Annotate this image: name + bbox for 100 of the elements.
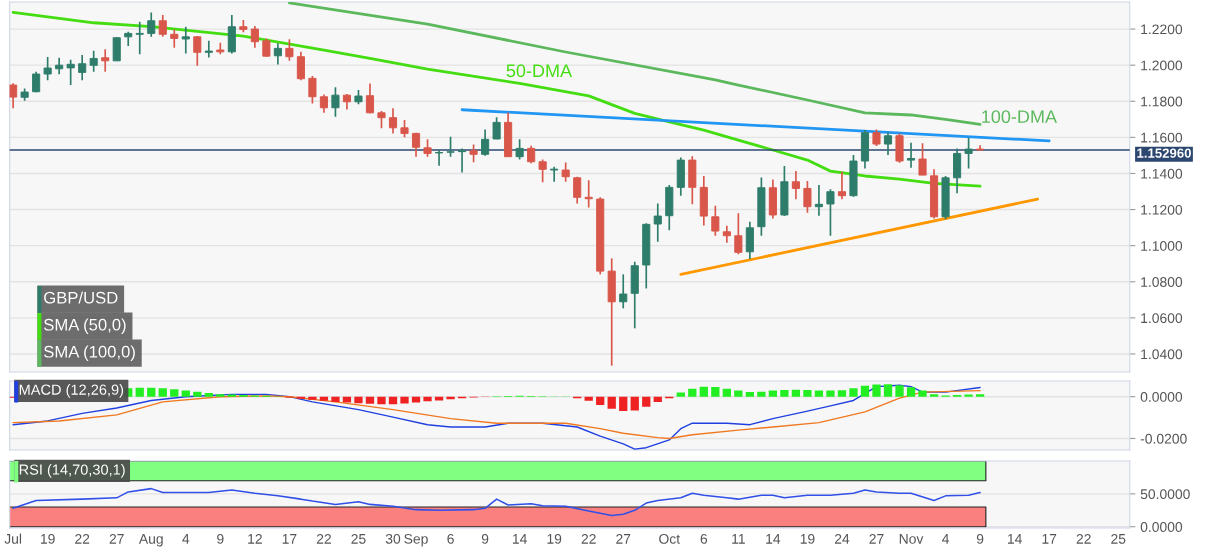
- y-tick-label: 1.2200: [1141, 24, 1183, 35]
- y-tick-label: 1.1600: [1141, 132, 1183, 143]
- x-tick-label: 25: [351, 533, 366, 544]
- x-tick-label: 14: [512, 534, 527, 544]
- candlestick: [365, 82, 375, 115]
- bar: [423, 396, 432, 402]
- chart-title: RSI (14,70,30,1): [19, 464, 125, 478]
- bar: [688, 388, 697, 397]
- candlestick: [883, 131, 893, 156]
- x-tick-label: 9: [976, 533, 984, 544]
- candlestick: [262, 37, 271, 58]
- x-tick-label: Jul: [4, 533, 22, 544]
- bar: [619, 396, 628, 411]
- bar: [630, 396, 639, 411]
- x-tick-label: 30: [385, 533, 401, 544]
- legend-label: SMA (100,0): [44, 345, 135, 361]
- candlestick: [481, 128, 490, 157]
- y-tick-label: 50.0000: [1140, 489, 1190, 500]
- bar: [757, 391, 766, 397]
- candlestick: [803, 180, 812, 214]
- bar: [170, 389, 179, 397]
- x-tick-label: 19: [40, 533, 55, 544]
- x-tick-label: 12: [248, 533, 262, 544]
- candlestick: [584, 179, 593, 209]
- ref-line-label: 1.152960: [1137, 148, 1191, 158]
- legend-label: GBP/USD: [44, 291, 118, 304]
- bar: [308, 396, 317, 400]
- bar: [342, 396, 352, 403]
- candlestick: [550, 165, 559, 183]
- bar: [780, 390, 789, 397]
- bar: [227, 394, 236, 397]
- line-series: [12, 384, 981, 450]
- candlestick: [43, 56, 52, 81]
- x-tick-label: 25: [1111, 533, 1126, 544]
- bar: [147, 387, 156, 397]
- bar: [204, 392, 213, 397]
- x-tick-label: 27: [616, 533, 631, 544]
- candlestick: [296, 50, 305, 81]
- x-tick-label: 19: [800, 533, 815, 544]
- x-tick-label: 24: [834, 533, 850, 544]
- candlestick: [964, 136, 973, 170]
- x-tick-label: 27: [109, 533, 124, 544]
- bar: [964, 394, 973, 397]
- candlestick: [331, 86, 340, 118]
- candlestick: [411, 131, 421, 158]
- chart-title: MACD (12,26,9): [19, 384, 124, 398]
- x-tick-label: 9: [217, 533, 224, 544]
- y-tick-label: 0.0000: [1140, 522, 1183, 532]
- bar: [872, 384, 881, 397]
- bar: [193, 391, 202, 397]
- candlestick: [147, 11, 156, 38]
- y-tick-label: 0.0000: [1140, 392, 1183, 402]
- bar: [849, 388, 858, 397]
- y-tick-label: 1.1200: [1141, 204, 1183, 215]
- bar: [699, 386, 708, 397]
- line-series: [11, 11, 982, 188]
- x-tick-label: 22: [1076, 533, 1091, 544]
- candlestick: [388, 107, 398, 135]
- y-tick-label: 1.2000: [1141, 60, 1183, 71]
- candlestick: [250, 25, 259, 49]
- x-tick-label: 17: [282, 534, 297, 544]
- y-tick-label: 1.1800: [1141, 96, 1183, 107]
- x-tick-label: 22: [581, 533, 596, 544]
- bar: [929, 394, 939, 397]
- x-tick-label: 6: [700, 533, 708, 544]
- candlestick: [78, 54, 87, 81]
- y-tick-label: 1.0800: [1141, 277, 1183, 287]
- candlestick: [653, 202, 662, 243]
- bar: [918, 390, 927, 397]
- candlestick: [458, 147, 467, 174]
- bar: [768, 390, 778, 397]
- candlestick: [135, 21, 144, 55]
- line-series: [12, 487, 981, 517]
- bar: [365, 396, 375, 404]
- bar: [354, 396, 363, 404]
- candlestick: [101, 48, 110, 73]
- candlestick: [89, 49, 98, 73]
- candlestick: [492, 116, 501, 141]
- x-tick-label: 17: [1042, 534, 1057, 544]
- legend-label: SMA (50,0): [44, 318, 126, 334]
- bar: [388, 396, 398, 405]
- bar: [331, 396, 340, 402]
- x-tick-label: 9: [481, 533, 489, 544]
- x-tick-label: 14: [1007, 534, 1022, 544]
- x-tick-label: 4: [942, 534, 950, 544]
- candlestick: [918, 142, 927, 176]
- bar: [906, 387, 916, 397]
- candlestick: [791, 170, 800, 201]
- x-tick-label: Nov: [899, 534, 924, 544]
- bar: [319, 396, 329, 401]
- y-tick-label: 1.0600: [1141, 313, 1183, 324]
- bar: [895, 385, 904, 397]
- bar: [837, 390, 847, 397]
- candlestick: [734, 212, 743, 256]
- bar: [642, 396, 651, 407]
- bar: [411, 396, 421, 403]
- candlestick: [193, 35, 202, 67]
- bar: [814, 390, 824, 397]
- bar: [745, 392, 755, 397]
- candlestick: [170, 28, 179, 49]
